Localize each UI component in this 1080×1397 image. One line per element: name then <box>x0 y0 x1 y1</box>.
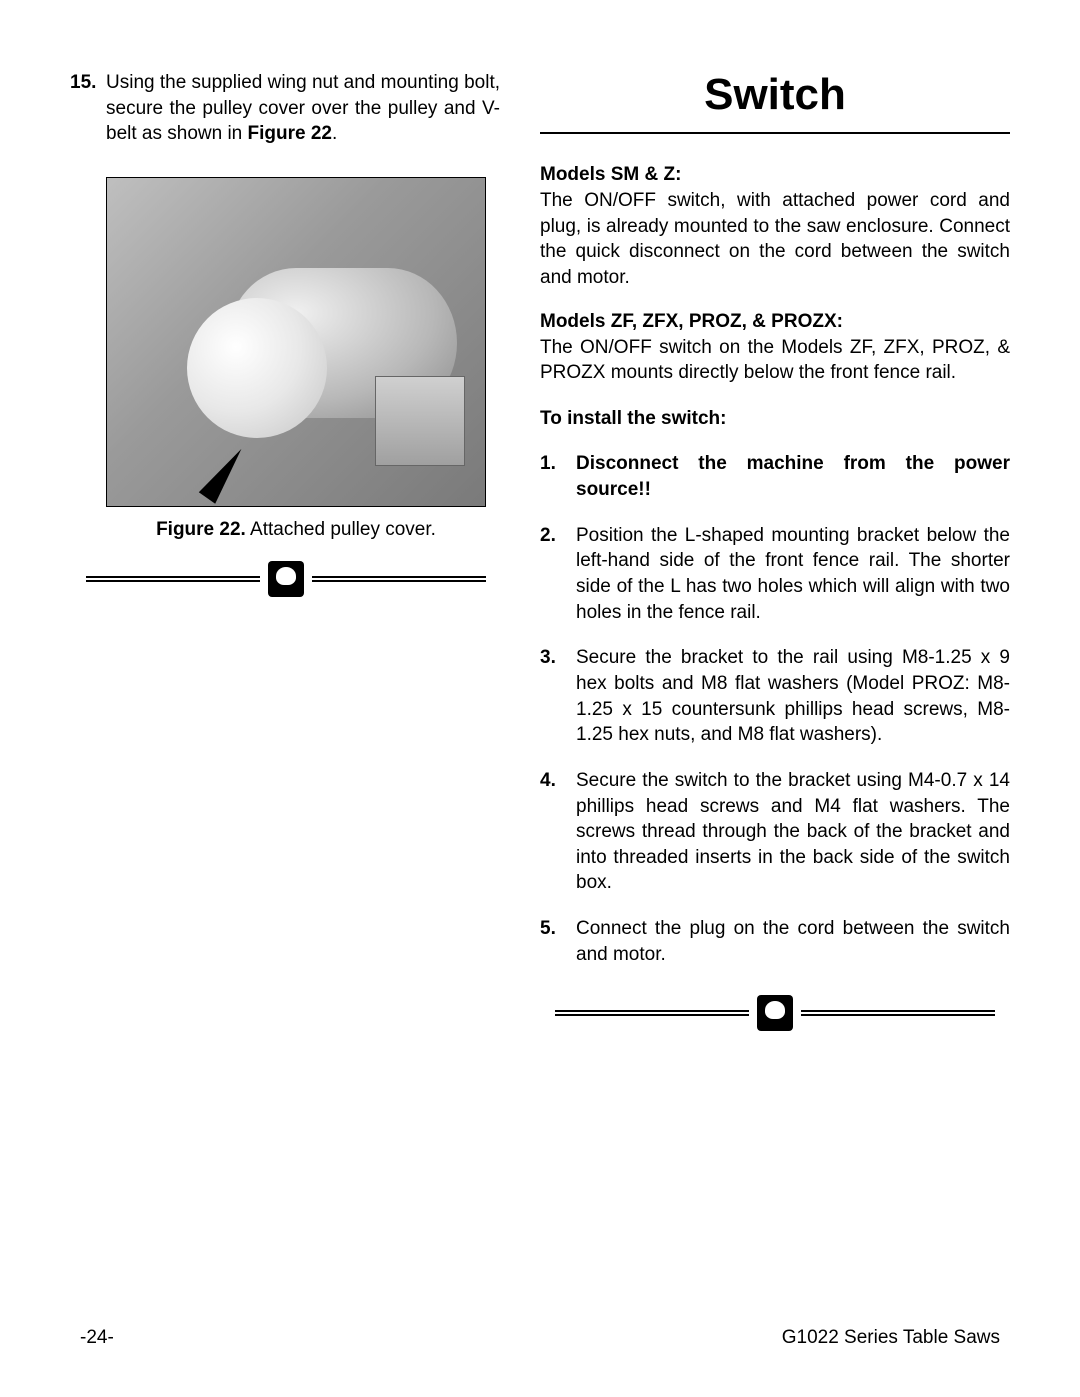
doc-title: G1022 Series Table Saws <box>782 1327 1000 1349</box>
left-column: 15. Using the supplied wing nut and moun… <box>70 70 500 1300</box>
models-zf-block: Models ZF, ZFX, PROZ, & PROZX: The ON/OF… <box>540 311 1010 406</box>
install-step-5: 5. Connect the plug on the cord between … <box>540 916 1010 967</box>
bear-emblem-icon <box>268 561 304 597</box>
bear-emblem-icon <box>757 995 793 1031</box>
section-title: Switch <box>540 70 1010 120</box>
step-text: Connect the plug on the cord between the… <box>576 916 1010 967</box>
divider-line <box>555 1010 749 1016</box>
page-number: -24- <box>80 1327 114 1349</box>
install-head: To install the switch: <box>540 406 1010 432</box>
figure-caption: Figure 22. Attached pulley cover. <box>106 519 486 541</box>
page-body: 15. Using the supplied wing nut and moun… <box>70 70 1010 1300</box>
install-step-2: 2. Position the L-shaped mounting bracke… <box>540 523 1010 626</box>
right-column: Switch Models SM & Z: The ON/OFF switch,… <box>540 70 1010 1300</box>
step-text: Disconnect the machine from the power so… <box>576 451 1010 502</box>
subhead-sm-z: Models SM & Z: <box>540 164 1010 186</box>
step-number: 15. <box>70 70 106 147</box>
divider-line <box>801 1010 995 1016</box>
step-text: Position the L-shaped mounting bracket b… <box>576 523 1010 626</box>
step-number: 3. <box>540 645 576 748</box>
body-zf: The ON/OFF switch on the Models ZF, ZFX,… <box>540 335 1010 386</box>
body-sm-z: The ON/OFF switch, with attached power c… <box>540 188 1010 291</box>
step-text: Secure the switch to the bracket using M… <box>576 768 1010 896</box>
section-divider <box>555 995 995 1031</box>
figure-22-image <box>106 177 486 507</box>
divider-line <box>312 576 486 582</box>
junction-box-graphic <box>375 376 465 466</box>
install-step-3: 3. Secure the bracket to the rail using … <box>540 645 1010 748</box>
step-number: 1. <box>540 451 576 502</box>
step-number: 2. <box>540 523 576 626</box>
figure-caption-bold: Figure 22. <box>156 519 246 540</box>
section-divider <box>86 561 486 597</box>
subhead-zf: Models ZF, ZFX, PROZ, & PROZX: <box>540 311 1010 333</box>
models-sm-z-block: Models SM & Z: The ON/OFF switch, with a… <box>540 164 1010 311</box>
title-rule <box>540 132 1010 134</box>
divider-line <box>86 576 260 582</box>
pulley-cover-graphic <box>187 298 327 438</box>
step-text: Using the supplied wing nut and mounting… <box>106 70 500 147</box>
figure-ref: Figure 22 <box>248 123 332 144</box>
arrow-icon <box>199 443 250 504</box>
step-number: 4. <box>540 768 576 896</box>
step-15: 15. Using the supplied wing nut and moun… <box>70 70 500 147</box>
step-number: 5. <box>540 916 576 967</box>
step-text: Secure the bracket to the rail using M8-… <box>576 645 1010 748</box>
install-step-1: 1. Disconnect the machine from the power… <box>540 451 1010 502</box>
install-step-4: 4. Secure the switch to the bracket usin… <box>540 768 1010 896</box>
step-text-b: . <box>332 123 337 144</box>
figure-caption-rest: Attached pulley cover. <box>246 519 436 540</box>
page-footer: -24- G1022 Series Table Saws <box>80 1327 1000 1349</box>
